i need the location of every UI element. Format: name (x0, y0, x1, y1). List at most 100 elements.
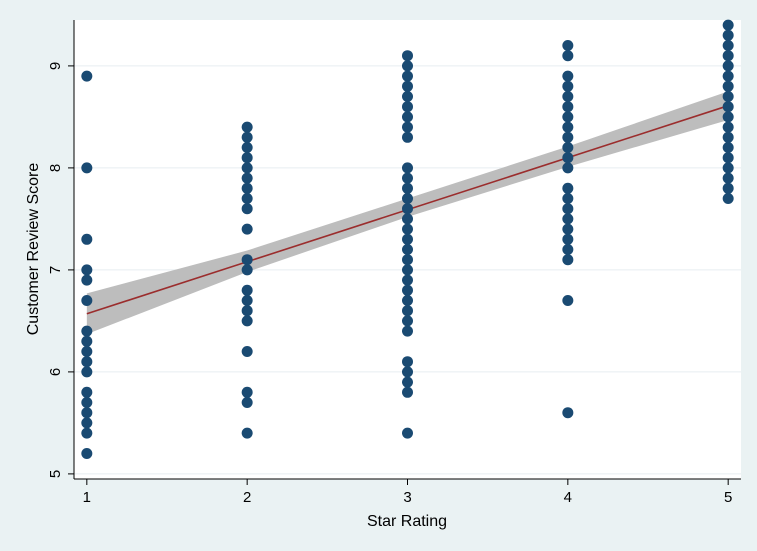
y-axis-label: Customer Review Score (25, 163, 42, 336)
data-point (402, 356, 413, 368)
data-point (402, 91, 413, 102)
data-point (562, 121, 574, 133)
data-point (81, 233, 93, 245)
data-point (562, 111, 574, 123)
data-point (562, 101, 574, 113)
data-point (241, 397, 253, 408)
data-point (241, 315, 253, 327)
data-point (241, 295, 253, 306)
x-axis-label: Star Rating (367, 513, 447, 530)
data-point (402, 50, 413, 62)
data-point (562, 407, 574, 419)
data-point (241, 305, 253, 317)
y-tick-label: 8 (47, 164, 64, 172)
data-point (402, 325, 413, 337)
data-point (562, 223, 574, 235)
data-point (241, 264, 253, 276)
data-point (402, 60, 413, 72)
data-point (562, 182, 574, 194)
data-point (722, 162, 734, 174)
data-point (402, 264, 413, 276)
data-point (81, 366, 93, 378)
data-point (722, 60, 734, 72)
data-point (722, 152, 734, 164)
data-point (722, 121, 734, 133)
data-point (402, 182, 413, 194)
data-point (402, 80, 413, 92)
data-point (402, 111, 413, 123)
data-point (81, 427, 93, 439)
data-point (241, 152, 253, 164)
x-ticks: 1 2 3 4 5 (83, 479, 732, 506)
data-point (562, 233, 574, 245)
data-point (562, 162, 574, 174)
x-tick-label: 5 (724, 489, 732, 506)
data-point (81, 70, 93, 82)
y-tick-label: 5 (47, 470, 64, 478)
data-point (241, 346, 253, 357)
data-point (241, 386, 253, 398)
data-point (562, 152, 574, 164)
data-point (722, 131, 734, 143)
y-tick-label: 9 (47, 62, 64, 70)
data-point (402, 70, 413, 82)
data-point (722, 80, 734, 92)
data-point (81, 274, 93, 286)
data-point (402, 244, 413, 255)
data-point (402, 305, 413, 317)
data-point (241, 203, 253, 215)
data-points (81, 19, 734, 459)
data-point (562, 70, 574, 82)
data-point (562, 244, 574, 255)
data-point (722, 172, 734, 184)
data-point (722, 19, 734, 31)
data-point (241, 162, 253, 174)
data-point (722, 40, 734, 51)
data-point (402, 101, 413, 113)
y-tick-label: 7 (47, 266, 64, 274)
data-point (722, 91, 734, 102)
data-point (81, 356, 93, 368)
data-point (402, 295, 413, 306)
data-point (722, 142, 734, 153)
data-point (81, 346, 93, 357)
data-point (562, 50, 574, 62)
data-point (81, 448, 93, 459)
data-point (402, 284, 413, 296)
x-tick-label: 4 (564, 489, 572, 506)
data-point (402, 233, 413, 245)
data-point (402, 376, 413, 388)
data-point (402, 386, 413, 398)
data-point (562, 40, 574, 51)
data-point (402, 213, 413, 225)
data-point (722, 193, 734, 204)
x-tick-label: 2 (243, 489, 251, 506)
data-point (81, 397, 93, 408)
data-point (81, 407, 93, 419)
data-point (722, 50, 734, 62)
data-point (402, 366, 413, 378)
data-point (402, 193, 413, 204)
data-point (402, 162, 413, 174)
data-point (722, 70, 734, 82)
data-point (241, 193, 253, 204)
data-point (562, 254, 574, 266)
x-tick-label: 1 (83, 489, 91, 506)
data-point (722, 111, 734, 123)
data-point (81, 335, 93, 347)
x-tick-label: 3 (403, 489, 411, 506)
data-point (402, 121, 413, 133)
data-point (722, 29, 734, 41)
data-point (241, 284, 253, 296)
y-tick-label: 6 (47, 368, 64, 376)
y-ticks: 5 6 7 8 9 (47, 62, 74, 478)
data-point (81, 417, 93, 429)
data-point (562, 80, 574, 92)
data-point (241, 142, 253, 153)
data-point (81, 325, 93, 337)
data-point (241, 254, 253, 266)
data-point (241, 223, 253, 235)
data-point (402, 427, 413, 439)
data-point (81, 264, 93, 276)
